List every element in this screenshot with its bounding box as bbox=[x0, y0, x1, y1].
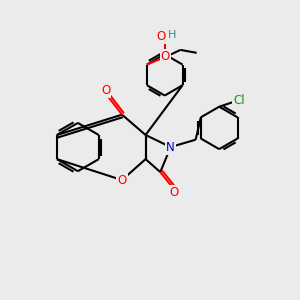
Text: Cl: Cl bbox=[233, 94, 245, 107]
Text: O: O bbox=[117, 174, 127, 187]
Text: O: O bbox=[169, 186, 178, 199]
Text: O: O bbox=[101, 84, 110, 97]
Text: H: H bbox=[168, 30, 176, 40]
Text: O: O bbox=[157, 30, 166, 43]
Text: O: O bbox=[160, 50, 170, 63]
Text: N: N bbox=[166, 141, 175, 154]
